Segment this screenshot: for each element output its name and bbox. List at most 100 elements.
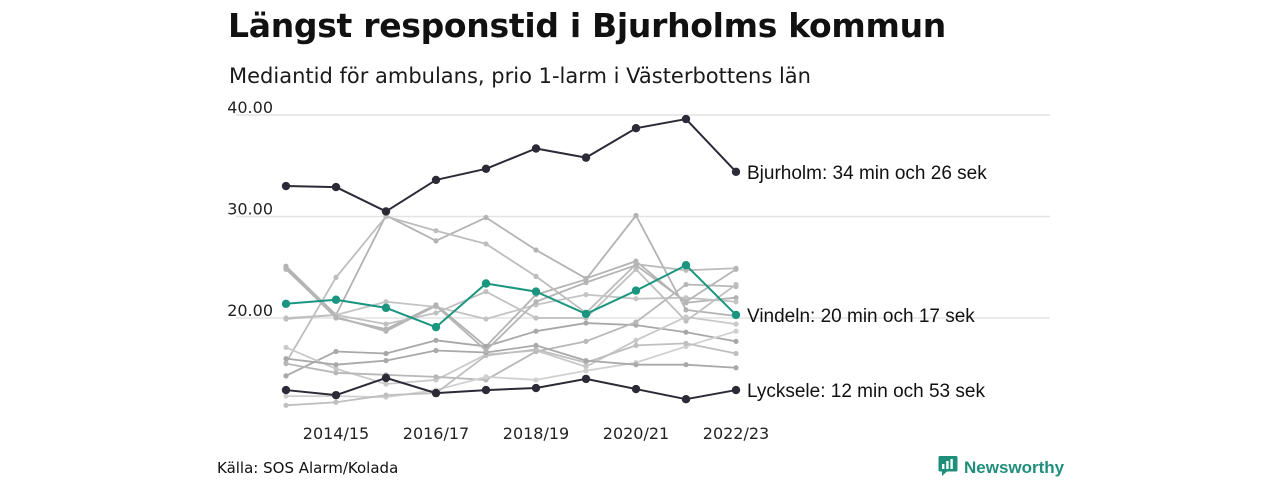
data-point — [383, 381, 389, 387]
series-line — [285, 214, 737, 316]
data-point — [633, 266, 639, 272]
data-point — [333, 314, 339, 320]
data-point — [681, 261, 691, 270]
data-point — [283, 356, 289, 362]
data-point — [683, 362, 689, 368]
data-point — [431, 322, 441, 332]
data-point — [433, 303, 439, 309]
data-point — [733, 266, 739, 272]
data-point — [383, 299, 389, 305]
data-point — [733, 281, 739, 288]
brand-logo[interactable]: Newsworthy — [938, 455, 1064, 481]
data-point — [531, 144, 541, 153]
y-axis-tick-labels: 20.00 30.00 40.00 — [227, 98, 273, 320]
series-line — [285, 293, 737, 320]
series-line — [286, 330, 737, 399]
series-line — [285, 264, 737, 352]
data-point — [683, 318, 689, 324]
data-point — [483, 241, 489, 247]
data-point — [433, 238, 439, 244]
brand-name: Newsworthy — [964, 458, 1065, 477]
series-line — [285, 376, 737, 401]
data-point — [731, 167, 741, 177]
data-point — [483, 374, 489, 380]
data-point — [631, 286, 641, 295]
data-point — [533, 299, 539, 305]
data-point — [433, 374, 439, 380]
data-point — [283, 344, 289, 351]
series-line — [285, 283, 737, 381]
data-point — [533, 328, 539, 334]
series-bjurholm — [281, 114, 741, 216]
data-point — [433, 347, 439, 354]
data-point — [683, 281, 689, 288]
data-point — [283, 402, 289, 408]
y-tick-label: 20.00 — [227, 301, 273, 320]
data-point — [381, 373, 391, 383]
data-point — [283, 316, 289, 322]
series-end-label: Vindeln: 20 min och 17 sek — [747, 306, 975, 327]
chart-subtitle: Mediantid för ambulans, prio 1-larm i Vä… — [229, 64, 811, 88]
data-point — [281, 385, 291, 395]
data-point — [281, 181, 291, 191]
data-point — [433, 228, 439, 234]
series-end-labels: Bjurholm: 34 min och 26 sek Vindeln: 20 m… — [747, 163, 987, 402]
data-point — [481, 279, 491, 288]
series-lines — [281, 114, 741, 408]
series-line — [285, 268, 737, 325]
series-end-label: Lycksele: 12 min och 53 sek — [747, 381, 985, 402]
source-note: Källa: SOS Alarm/Kolada — [217, 459, 399, 477]
data-point — [531, 383, 541, 393]
data-point — [383, 358, 389, 364]
x-tick-label: 2020/21 — [603, 424, 669, 443]
data-point — [633, 337, 639, 343]
data-point — [533, 247, 539, 253]
data-point — [681, 395, 691, 404]
data-point — [433, 310, 439, 316]
data-point — [583, 279, 589, 286]
data-point — [533, 315, 539, 321]
data-point — [333, 370, 339, 376]
data-point — [733, 338, 739, 344]
data-point — [633, 212, 639, 219]
data-point — [333, 399, 339, 405]
data-point — [583, 364, 589, 370]
data-point — [381, 303, 391, 313]
data-point — [383, 350, 389, 357]
data-point — [331, 295, 341, 304]
data-point — [431, 175, 441, 185]
data-point — [633, 342, 639, 349]
series-end-label: Bjurholm: 34 min och 26 sek — [747, 163, 987, 184]
series-other-municipality — [283, 281, 739, 383]
chart-title: Längst responstid i Bjurholms kommun — [228, 6, 946, 45]
series-other-municipality — [283, 262, 739, 354]
x-tick-label: 2018/19 — [503, 424, 569, 443]
series-line — [285, 215, 737, 364]
x-tick-label: 2014/15 — [303, 424, 369, 443]
data-point — [633, 296, 639, 302]
data-point — [583, 358, 589, 364]
data-point — [683, 307, 689, 313]
data-point — [383, 328, 389, 334]
data-point — [483, 289, 489, 295]
data-point — [283, 266, 289, 272]
data-point — [533, 273, 539, 279]
data-point — [731, 385, 741, 395]
data-point — [283, 361, 289, 367]
data-point — [381, 207, 391, 216]
data-point — [631, 384, 641, 394]
data-point — [583, 338, 589, 344]
data-point — [433, 337, 439, 343]
series-line — [285, 344, 737, 369]
data-point — [331, 390, 341, 400]
data-point — [481, 164, 491, 173]
newsworthy-logo-icon — [938, 455, 958, 481]
data-point — [331, 182, 341, 192]
x-tick-label: 2022/23 — [703, 424, 769, 443]
data-point — [483, 214, 489, 221]
data-point — [333, 274, 339, 280]
data-point — [581, 309, 591, 319]
data-point — [733, 350, 739, 357]
data-point — [633, 319, 639, 325]
y-tick-label: 30.00 — [227, 200, 273, 219]
